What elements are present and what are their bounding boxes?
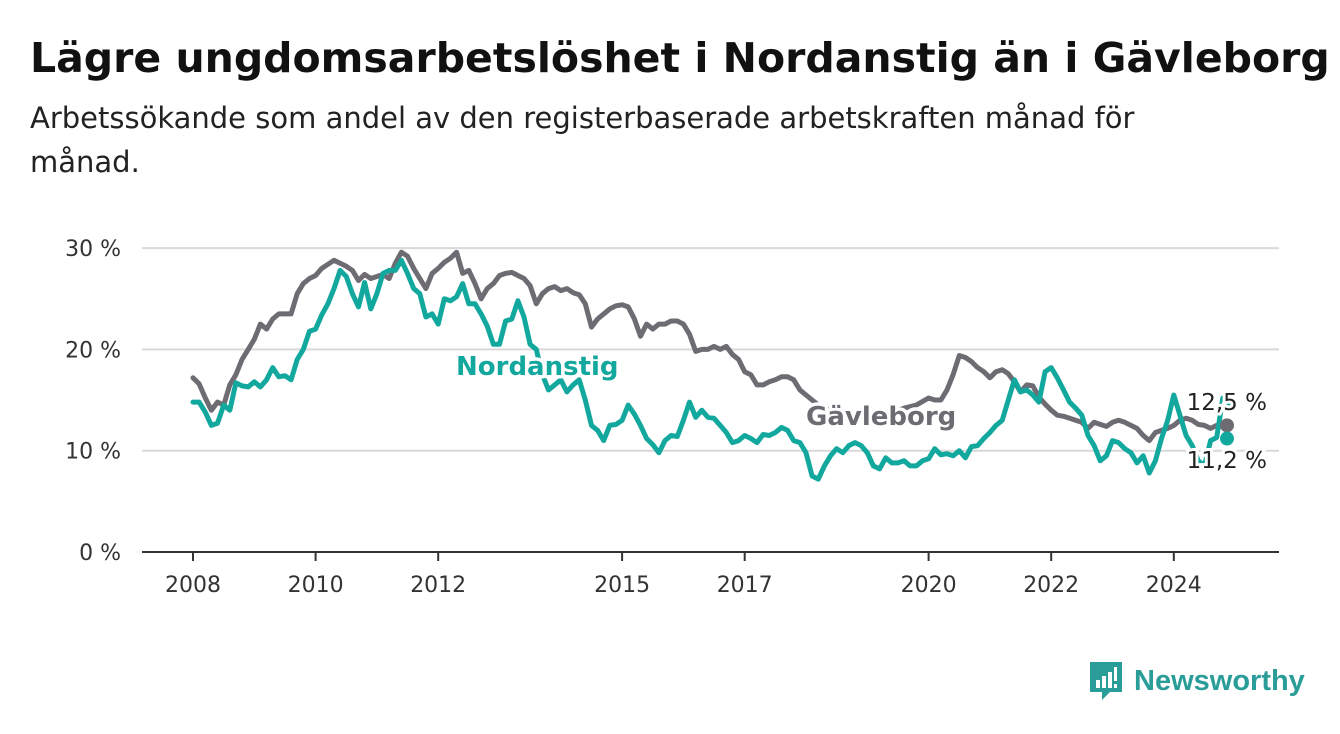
nordanstig-series-label: Nordanstig [456, 352, 619, 382]
x-tick-label: 2024 [1146, 573, 1202, 598]
newsworthy-logo-icon [1090, 662, 1122, 700]
x-tick-label: 2008 [165, 573, 221, 598]
brand-name: Newsworthy [1134, 664, 1305, 697]
x-tick-label: 2012 [410, 573, 466, 598]
series-labels: Nordanstig Gävleborg 12,5 % 11,2 % [453, 349, 1271, 478]
x-tick-label: 2020 [901, 573, 957, 598]
gavleborg-end-value-label: 12,5 % [1187, 390, 1267, 416]
series-line-gavleborg [190, 249, 1232, 444]
y-tick-label: 10 % [65, 440, 121, 465]
series-line-nordanstig [190, 257, 1232, 482]
x-axis-ticks: 2008 2010 2012 2015 2017 2020 2022 2024 [165, 552, 1202, 598]
y-tick-label: 30 % [65, 237, 121, 262]
x-tick-label: 2015 [594, 573, 650, 598]
chart-subtitle: Arbetssökande som andel av den registerb… [30, 101, 1135, 179]
nordanstig-end-point [1220, 431, 1234, 446]
gridlines [142, 247, 1279, 553]
y-tick-label: 0 % [79, 541, 121, 566]
x-tick-label: 2017 [717, 573, 773, 598]
y-tick-label: 20 % [65, 338, 121, 363]
gavleborg-end-point [1220, 418, 1234, 433]
series-lines [190, 249, 1232, 482]
nordanstig-end-value-label: 11,2 % [1187, 448, 1267, 474]
y-axis-ticks: 0 % 10 % 20 % 30 % [65, 237, 121, 566]
brand-logo: Newsworthy [1088, 660, 1305, 702]
x-tick-label: 2010 [288, 573, 344, 598]
gavleborg-series-label: Gävleborg [806, 402, 956, 432]
x-tick-label: 2022 [1023, 573, 1079, 598]
chart-title: Lägre ungdomsarbetslöshet i Nordanstig ä… [30, 34, 1330, 82]
